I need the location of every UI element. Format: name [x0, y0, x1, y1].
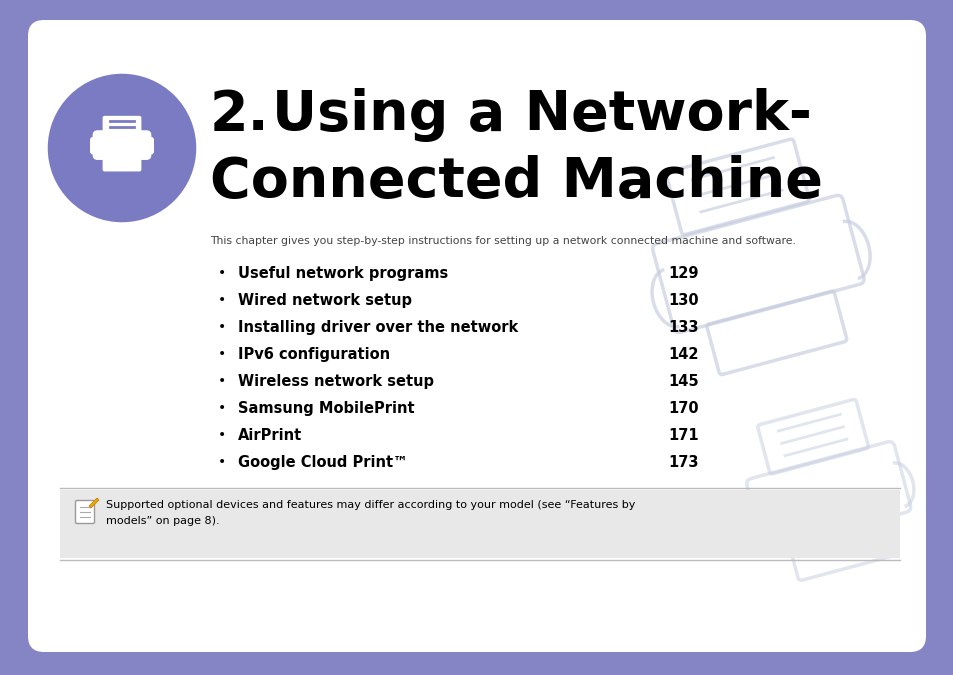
Text: •: • [218, 455, 226, 469]
Text: Connected Machine: Connected Machine [210, 155, 822, 209]
Text: •: • [218, 347, 226, 361]
Text: 173: 173 [667, 455, 698, 470]
Text: Google Cloud Print™: Google Cloud Print™ [237, 455, 407, 470]
Text: AirPrint: AirPrint [237, 428, 302, 443]
Text: Installing driver over the network: Installing driver over the network [237, 320, 517, 335]
FancyBboxPatch shape [60, 490, 899, 558]
Text: 129: 129 [667, 266, 698, 281]
FancyBboxPatch shape [92, 130, 152, 160]
Polygon shape [89, 498, 99, 508]
Text: Samsung MobilePrint: Samsung MobilePrint [237, 401, 415, 416]
Text: 130: 130 [667, 293, 698, 308]
FancyBboxPatch shape [103, 116, 141, 134]
Text: •: • [218, 320, 226, 334]
Text: Useful network programs: Useful network programs [237, 266, 448, 281]
Text: 2.: 2. [210, 88, 270, 142]
Text: •: • [218, 401, 226, 415]
Text: 171: 171 [667, 428, 698, 443]
Text: 145: 145 [667, 374, 698, 389]
Text: Wired network setup: Wired network setup [237, 293, 412, 308]
Text: •: • [218, 266, 226, 280]
FancyBboxPatch shape [103, 155, 141, 171]
FancyBboxPatch shape [28, 20, 925, 652]
Text: Using a Network-: Using a Network- [272, 88, 811, 142]
Text: 170: 170 [667, 401, 698, 416]
FancyBboxPatch shape [90, 137, 102, 155]
Circle shape [46, 72, 198, 224]
Text: •: • [218, 428, 226, 442]
Text: 133: 133 [667, 320, 698, 335]
Text: models” on page 8).: models” on page 8). [106, 516, 219, 526]
Text: •: • [218, 293, 226, 307]
Text: •: • [218, 374, 226, 388]
Text: This chapter gives you step-by-step instructions for setting up a network connec: This chapter gives you step-by-step inst… [210, 236, 795, 246]
Text: Supported optional devices and features may differ according to your model (see : Supported optional devices and features … [106, 500, 635, 510]
FancyBboxPatch shape [142, 137, 153, 155]
Text: Wireless network setup: Wireless network setup [237, 374, 434, 389]
FancyBboxPatch shape [75, 500, 94, 524]
Text: 142: 142 [667, 347, 698, 362]
Text: IPv6 configuration: IPv6 configuration [237, 347, 390, 362]
